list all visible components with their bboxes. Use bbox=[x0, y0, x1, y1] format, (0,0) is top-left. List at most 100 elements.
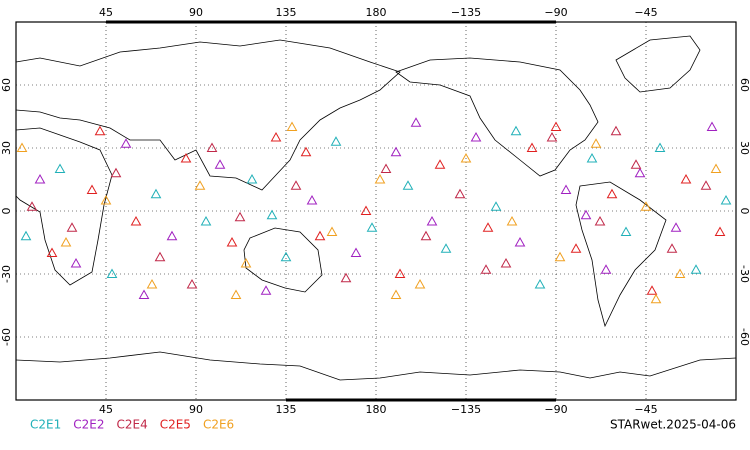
legend-entry: C2E5 bbox=[160, 418, 191, 432]
occultation-marker bbox=[340, 272, 352, 283]
legend-entry: C2E4 bbox=[116, 418, 147, 432]
occultation-marker bbox=[290, 180, 302, 190]
occultation-marker bbox=[266, 209, 278, 220]
occultation-marker bbox=[46, 247, 58, 257]
occultation-marker bbox=[646, 285, 658, 295]
occultation-marker bbox=[720, 194, 732, 205]
occultation-marker bbox=[300, 146, 312, 157]
occultation-marker bbox=[94, 125, 106, 136]
occultation-marker bbox=[186, 278, 198, 289]
occultation-marker bbox=[674, 268, 686, 278]
occultation-marker bbox=[280, 251, 292, 262]
occultation-marker bbox=[554, 251, 566, 262]
occultation-marker bbox=[70, 257, 82, 268]
occultation-marker bbox=[314, 230, 326, 241]
occultation-marker bbox=[470, 131, 482, 142]
occultation-marker bbox=[490, 201, 502, 211]
occultation-marker bbox=[394, 268, 406, 278]
occultation-marker bbox=[286, 121, 298, 131]
x-tick-label-bottom: 90 bbox=[189, 403, 203, 416]
legend-entry: C2E2 bbox=[73, 418, 104, 432]
occultation-marker bbox=[500, 257, 512, 268]
occultation-marker bbox=[214, 159, 226, 169]
occultation-marker bbox=[606, 188, 618, 199]
occultation-marker bbox=[166, 230, 178, 241]
occultation-marker bbox=[380, 163, 392, 173]
occultation-marker bbox=[410, 117, 422, 127]
occultation-marker bbox=[146, 278, 158, 289]
occultation-marker bbox=[366, 222, 378, 232]
occultation-marker bbox=[106, 268, 118, 278]
occultation-marker bbox=[560, 184, 572, 194]
occultation-marker bbox=[510, 125, 522, 136]
x-tick-label-bottom: −90 bbox=[544, 403, 567, 416]
occultation-marker bbox=[580, 209, 592, 220]
y-tick-label-left: 60 bbox=[0, 78, 13, 92]
y-tick-label-right: 60 bbox=[738, 78, 750, 92]
legend-entry: C2E1 bbox=[30, 418, 61, 432]
x-tick-label-bottom: 135 bbox=[276, 403, 297, 416]
occultation-marker bbox=[66, 222, 78, 232]
occultation-marker bbox=[506, 215, 518, 226]
occultation-marker bbox=[610, 125, 622, 136]
occultation-marker bbox=[670, 222, 682, 232]
x-tick-label-top: 135 bbox=[276, 6, 297, 19]
occultation-marker bbox=[206, 142, 218, 152]
occultation-marker bbox=[350, 247, 362, 257]
occultation-marker bbox=[54, 163, 66, 173]
occultation-marker bbox=[26, 201, 38, 211]
occultation-marker bbox=[110, 167, 122, 178]
occultation-marker bbox=[482, 222, 494, 232]
occultation-marker bbox=[630, 159, 642, 169]
occultation-marker bbox=[138, 289, 150, 299]
occultation-marker bbox=[306, 194, 318, 205]
occultation-marker bbox=[234, 211, 246, 222]
occultation-marker bbox=[680, 173, 692, 184]
x-tick-label-bottom: 180 bbox=[366, 403, 387, 416]
x-tick-label-top: −90 bbox=[544, 6, 567, 19]
occultation-marker bbox=[246, 173, 258, 184]
occultation-marker bbox=[590, 138, 602, 148]
legend-entry: C2E6 bbox=[203, 418, 234, 432]
occultation-marker bbox=[420, 230, 432, 241]
occultation-marker bbox=[100, 194, 112, 205]
occultation-marker bbox=[454, 188, 466, 199]
occultation-marker bbox=[20, 230, 32, 241]
x-tick-label-top: −45 bbox=[634, 6, 657, 19]
occultation-marker bbox=[514, 236, 526, 247]
occultation-marker bbox=[434, 159, 446, 169]
x-tick-label-top: 90 bbox=[189, 6, 203, 19]
y-tick-label-right: -30 bbox=[738, 265, 750, 283]
occultation-marker bbox=[550, 121, 562, 131]
occultation-marker bbox=[226, 236, 238, 247]
x-tick-label-top: −135 bbox=[451, 6, 481, 19]
occultation-marker bbox=[154, 251, 166, 262]
occultation-marker bbox=[16, 142, 28, 152]
occultation-marker bbox=[620, 226, 632, 236]
y-tick-label-left: -60 bbox=[0, 328, 13, 346]
occultation-marker bbox=[180, 152, 192, 163]
y-tick-label-right: 0 bbox=[738, 208, 750, 215]
y-tick-label-right: -60 bbox=[738, 328, 750, 346]
occultation-marker bbox=[34, 173, 46, 184]
occultation-marker bbox=[240, 257, 252, 268]
occultation-marker bbox=[526, 142, 538, 152]
occultation-marker bbox=[230, 289, 242, 299]
occultation-marker bbox=[440, 243, 452, 253]
occultation-marker bbox=[86, 184, 98, 194]
occultation-marker bbox=[706, 121, 718, 131]
coastlines bbox=[15, 35, 737, 381]
occultation-marker bbox=[460, 152, 472, 163]
occultation-marker bbox=[330, 136, 342, 146]
occultation-marker bbox=[360, 205, 372, 215]
occultation-marker bbox=[640, 201, 652, 211]
occultation-marker bbox=[666, 243, 678, 253]
x-tick-label-bottom: −45 bbox=[634, 403, 657, 416]
occultation-marker bbox=[594, 215, 606, 226]
occultation-marker bbox=[150, 188, 162, 199]
occultation-marker bbox=[570, 243, 582, 253]
occultation-marker bbox=[60, 236, 72, 247]
occultation-marker bbox=[710, 163, 722, 173]
occultation-marker bbox=[390, 289, 402, 299]
